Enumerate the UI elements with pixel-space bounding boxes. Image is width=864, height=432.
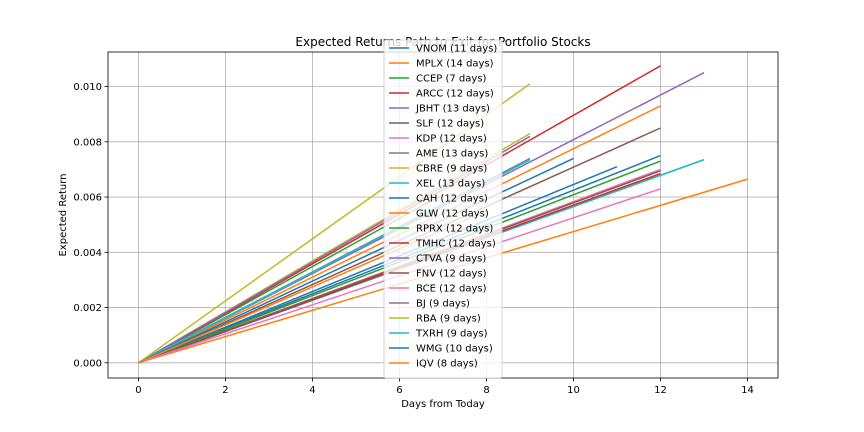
x-tick-label: 8 — [483, 385, 489, 396]
x-axis-label: Days from Today — [401, 399, 485, 410]
legend-label: AME (13 days) — [416, 149, 488, 160]
legend-label: IQV (8 days) — [416, 359, 478, 370]
axis-ticks: 0 2 4 6 8 10 12 14 0.000 0.002 0.004 0.006 0.008 0.01… — [73, 82, 754, 396]
y-axis-label: Expected Return — [58, 173, 69, 256]
x-tick-label: 10 — [567, 385, 580, 396]
series-line-0 — [138, 166, 618, 364]
legend-label: GLW (12 days) — [416, 209, 489, 220]
x-tick-label: 2 — [222, 385, 228, 396]
legend-label: ARCC (12 days) — [416, 89, 494, 100]
y-tick-label: 0.002 — [73, 303, 102, 314]
legend-label: WMG (10 days) — [416, 344, 493, 355]
y-tick-label: 0.010 — [73, 82, 102, 93]
legend-label: TXRH (9 days) — [415, 329, 488, 340]
legend: VNOM (11 days) MPLX (14 days) CCEP (7 days… — [383, 39, 503, 379]
x-tick-label: 0 — [135, 385, 141, 396]
legend-box — [383, 39, 503, 379]
legend-label: JBHT (13 days) — [415, 104, 490, 115]
x-tick-label: 4 — [309, 385, 315, 396]
legend-label: XEL (13 days) — [416, 179, 485, 190]
legend-label: CAH (12 days) — [416, 194, 488, 205]
legend-label: CBRE (9 days) — [416, 164, 487, 175]
x-tick-label: 12 — [654, 385, 667, 396]
legend-label: MPLX (14 days) — [416, 59, 494, 70]
legend-label: FNV (12 days) — [416, 269, 487, 280]
legend-label: TMHC (12 days) — [415, 239, 496, 250]
legend-label: RBA (9 days) — [416, 314, 481, 325]
legend-label: SLF (12 days) — [416, 119, 484, 130]
legend-label: VNOM (11 days) — [416, 44, 497, 55]
x-tick-label: 14 — [741, 385, 754, 396]
legend-label: CTVA (9 days) — [416, 254, 486, 265]
legend-label: CCEP (7 days) — [416, 74, 487, 85]
y-tick-label: 0.000 — [73, 358, 102, 369]
x-tick-label: 6 — [396, 385, 402, 396]
y-tick-label: 0.004 — [73, 248, 102, 259]
y-tick-label: 0.008 — [73, 137, 102, 148]
y-tick-label: 0.006 — [73, 193, 102, 204]
legend-label: BJ (9 days) — [416, 299, 470, 310]
legend-label: KDP (12 days) — [416, 134, 487, 145]
legend-label: BCE (12 days) — [416, 284, 487, 295]
legend-label: RPRX (12 days) — [416, 224, 493, 235]
